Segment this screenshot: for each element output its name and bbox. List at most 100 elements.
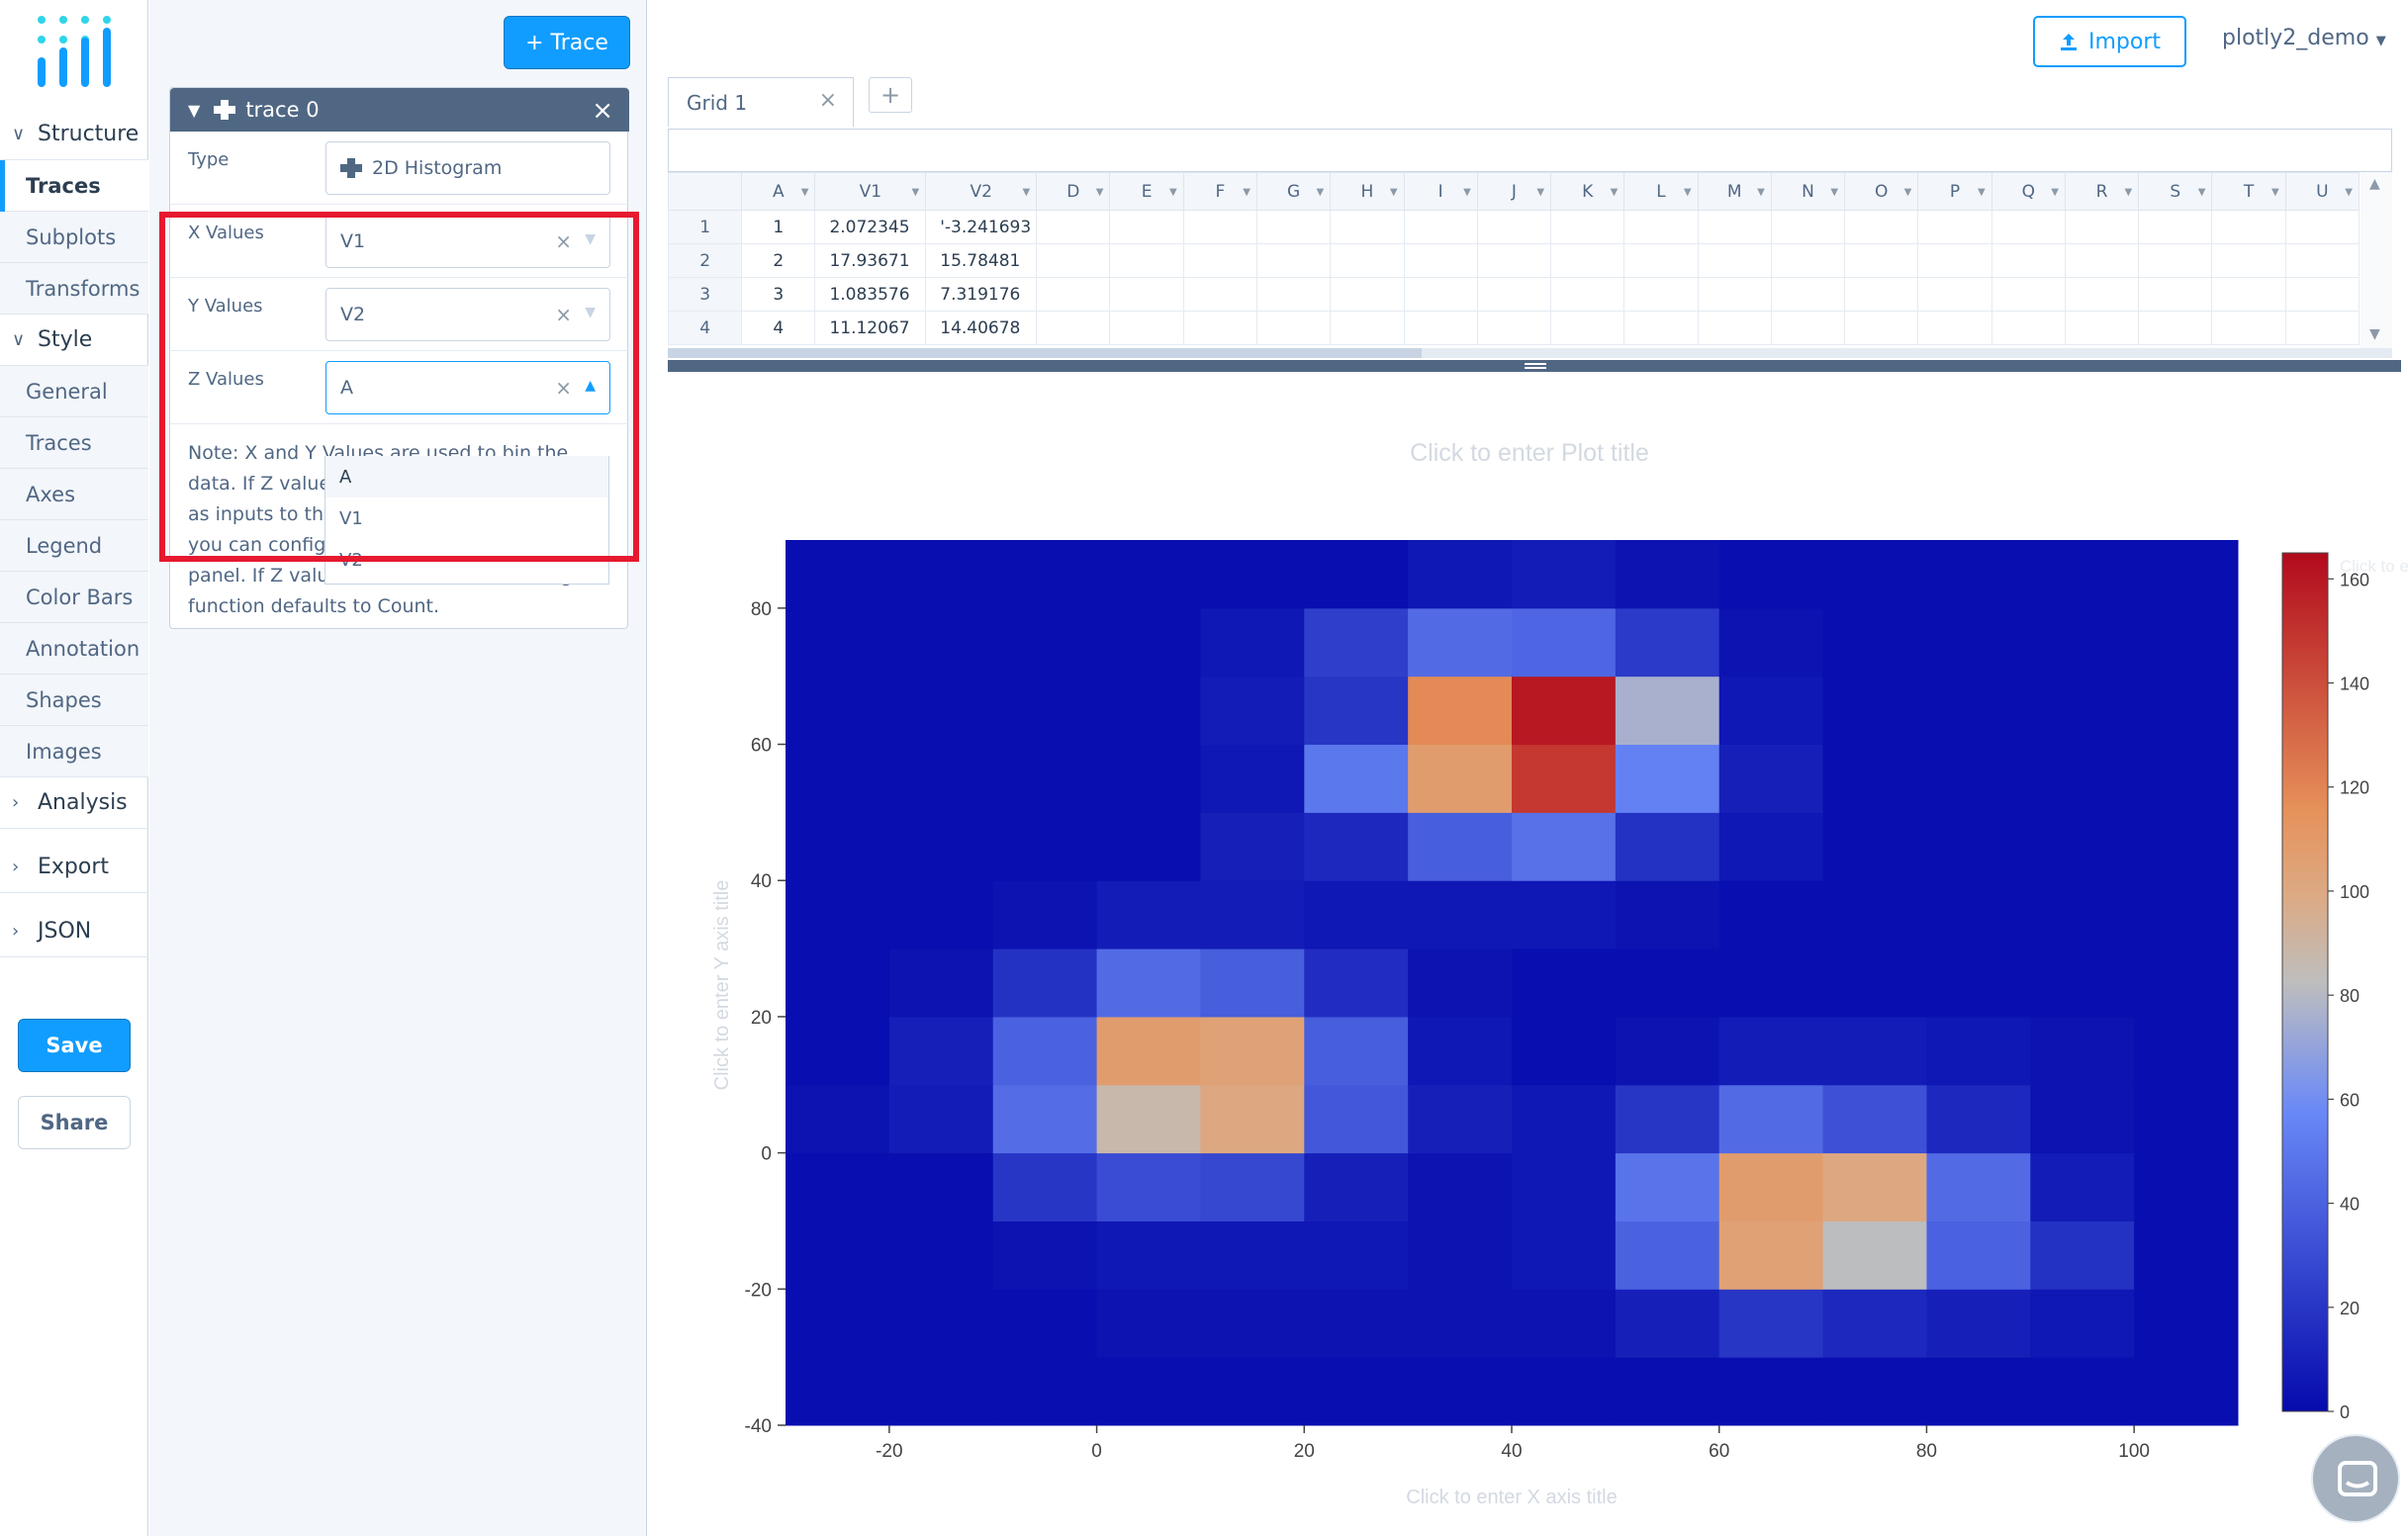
- table-cell[interactable]: [1770, 277, 1846, 312]
- heatmap-cell[interactable]: [2134, 540, 2239, 609]
- heatmap-cell[interactable]: [888, 607, 994, 678]
- formula-bar[interactable]: [668, 129, 2392, 172]
- heatmap-cell[interactable]: [1096, 1220, 1201, 1290]
- heatmap-cell[interactable]: [1408, 1220, 1513, 1290]
- heatmap-cell[interactable]: [1512, 812, 1617, 881]
- table-cell[interactable]: [1917, 210, 1992, 244]
- heatmap-cell[interactable]: [1304, 949, 1409, 1018]
- plot-title[interactable]: Click to enter Plot title: [1410, 439, 1649, 467]
- table-cell[interactable]: [1623, 210, 1699, 244]
- table-cell[interactable]: 11.12067: [814, 311, 927, 345]
- table-cell[interactable]: [1623, 311, 1699, 345]
- table-cell[interactable]: [1403, 210, 1478, 244]
- heatmap-cell[interactable]: [992, 1084, 1098, 1154]
- dropdown-option[interactable]: V1: [339, 507, 363, 529]
- heatmap-cell[interactable]: [2134, 880, 2239, 949]
- caret-down-icon[interactable]: ▼: [1977, 187, 1986, 198]
- nav-section-export[interactable]: › Export: [0, 842, 148, 893]
- nav-item-traces[interactable]: Traces: [0, 417, 148, 469]
- heatmap-cell[interactable]: [2030, 880, 2135, 949]
- heatmap-cell[interactable]: [1200, 744, 1305, 813]
- table-cell[interactable]: [1550, 311, 1625, 345]
- scroll-thumb[interactable]: [668, 348, 1422, 358]
- table-cell[interactable]: [1182, 210, 1257, 244]
- caret-down-icon[interactable]: ▼: [1243, 187, 1250, 198]
- heatmap-cell[interactable]: [2134, 949, 2239, 1018]
- caret-down-icon[interactable]: ▼: [1169, 187, 1177, 198]
- heatmap-cell[interactable]: [888, 1357, 994, 1426]
- table-cell[interactable]: [1476, 210, 1552, 244]
- column-header[interactable]: F ▼: [1182, 172, 1257, 211]
- heatmap-cell[interactable]: [1926, 1289, 2031, 1358]
- y-values-select[interactable]: V2 × ▼: [325, 288, 610, 341]
- caret-down-icon[interactable]: ▼: [2197, 187, 2206, 198]
- heatmap-cell[interactable]: [786, 744, 890, 813]
- table-cell[interactable]: [1182, 277, 1257, 312]
- colorbar-title[interactable]: Click to enter Colorscale title: [2340, 557, 2408, 576]
- table-cell[interactable]: [1550, 243, 1625, 278]
- user-menu[interactable]: plotly2_demo ▼: [2222, 26, 2386, 50]
- caret-down-icon[interactable]: ▼: [1830, 187, 1839, 198]
- heatmap-cell[interactable]: [1304, 744, 1409, 813]
- table-cell[interactable]: [1036, 243, 1111, 278]
- table-cell[interactable]: [2284, 311, 2360, 345]
- drag-handle-icon[interactable]: [1525, 363, 1546, 369]
- row-number[interactable]: 3: [668, 277, 743, 312]
- heatmap-cell[interactable]: [1926, 1084, 2031, 1154]
- share-button[interactable]: Share: [18, 1096, 131, 1149]
- heatmap-cell[interactable]: [1718, 540, 1824, 609]
- heatmap-cell[interactable]: [1304, 1289, 1409, 1358]
- table-cell[interactable]: [1770, 311, 1846, 345]
- table-cell[interactable]: 1.083576: [814, 277, 927, 312]
- heatmap-cell[interactable]: [1926, 607, 2031, 678]
- heatmap-cell[interactable]: [2134, 1152, 2239, 1221]
- plotly-logo-icon[interactable]: [36, 14, 115, 93]
- table-cell[interactable]: [1623, 243, 1699, 278]
- heatmap-cell[interactable]: [888, 676, 994, 746]
- table-cell[interactable]: [1844, 210, 1919, 244]
- table-cell[interactable]: [1182, 243, 1257, 278]
- heatmap-cell[interactable]: [2030, 949, 2135, 1018]
- heatmap-cell[interactable]: [1822, 1084, 1927, 1154]
- heatmap-cell[interactable]: [1200, 1220, 1305, 1290]
- heatmap-cell[interactable]: [1408, 607, 1513, 678]
- heatmap-cell[interactable]: [2134, 1220, 2239, 1290]
- heatmap-cell[interactable]: [1408, 540, 1513, 609]
- nav-item-traces[interactable]: Traces: [0, 160, 148, 212]
- heatmap-cell[interactable]: [1615, 1016, 1720, 1086]
- heatmap-cell[interactable]: [1822, 1016, 1927, 1086]
- heatmap-cell[interactable]: [1304, 1220, 1409, 1290]
- heatmap-cell[interactable]: [1408, 1357, 1513, 1426]
- heatmap-cell[interactable]: [1200, 949, 1305, 1018]
- heatmap-cell[interactable]: [1512, 949, 1617, 1018]
- heatmap-cell[interactable]: [992, 949, 1098, 1018]
- heatmap-cell[interactable]: [1822, 812, 1927, 881]
- table-cell[interactable]: [1550, 277, 1625, 312]
- table-cell[interactable]: [1330, 243, 1405, 278]
- x-axis-title[interactable]: Click to enter X axis title: [1406, 1487, 1617, 1508]
- heatmap-cell[interactable]: [1512, 1220, 1617, 1290]
- clear-icon[interactable]: ×: [555, 229, 572, 253]
- heatmap-cell[interactable]: [1408, 676, 1513, 746]
- heatmap-cell[interactable]: [1096, 1289, 1201, 1358]
- heatmap-cell[interactable]: [1096, 812, 1201, 881]
- table-cell[interactable]: [1991, 243, 2066, 278]
- heatmap-cell[interactable]: [888, 1289, 994, 1358]
- heatmap-cell[interactable]: [888, 1084, 994, 1154]
- heatmap-cell[interactable]: [1200, 1016, 1305, 1086]
- caret-down-icon[interactable]: ▼: [2271, 187, 2279, 198]
- caret-down-icon[interactable]: ▼: [1095, 187, 1104, 198]
- horizontal-scrollbar[interactable]: [668, 348, 2392, 358]
- table-cell[interactable]: [1255, 243, 1332, 278]
- chevron-down-icon[interactable]: ▼: [188, 100, 201, 120]
- table-cell[interactable]: [2138, 277, 2213, 312]
- heatmap-cell[interactable]: [2134, 744, 2239, 813]
- table-cell[interactable]: [1109, 243, 1184, 278]
- heatmap-cell[interactable]: [1096, 676, 1201, 746]
- heatmap-cell[interactable]: [1200, 1289, 1305, 1358]
- heatmap-cell[interactable]: [1615, 1357, 1720, 1426]
- table-cell[interactable]: [2211, 277, 2286, 312]
- heatmap-cell[interactable]: [1200, 812, 1305, 881]
- heatmap-cell[interactable]: [2030, 1289, 2135, 1358]
- heatmap-cell[interactable]: [1512, 1016, 1617, 1086]
